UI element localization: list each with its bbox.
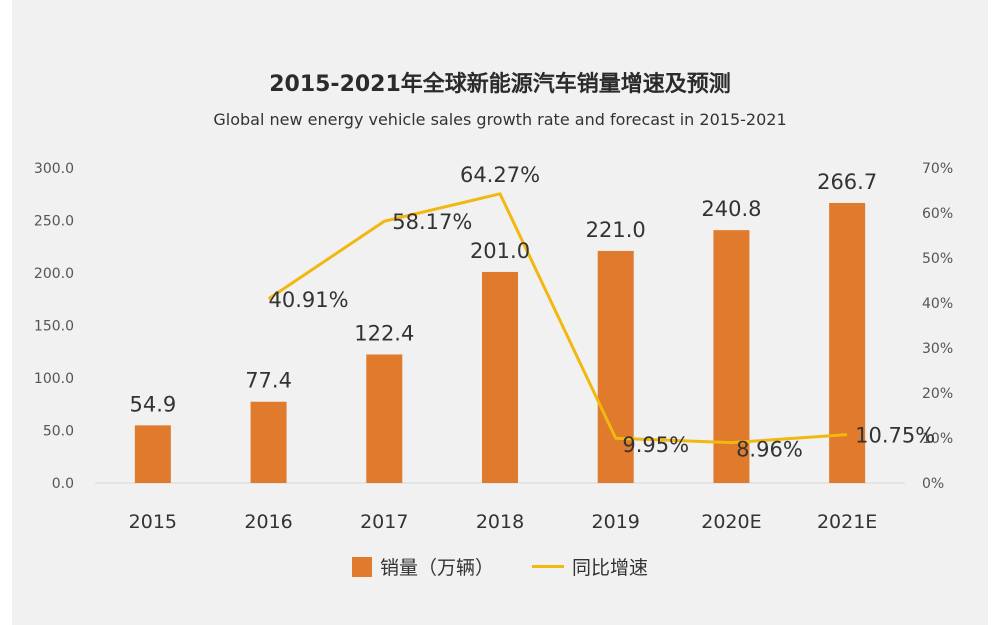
y-left-tick-label: 200.0 <box>34 266 74 282</box>
chart-legend: 销量（万辆） 同比增速 <box>0 553 1000 580</box>
y-left-tick-label: 0.0 <box>52 476 74 492</box>
legend-label-growth: 同比增速 <box>572 557 649 579</box>
x-tick-label: 2017 <box>360 511 408 533</box>
legend-swatch-bar <box>351 556 372 577</box>
legend-item-growth: 同比增速 <box>532 553 648 580</box>
legend-item-sales: 销量（万辆） <box>351 553 494 580</box>
y-left-tick-label: 300.0 <box>34 161 74 177</box>
x-tick-label: 2021E <box>817 511 877 533</box>
bar-2015 <box>134 425 171 483</box>
y-right-tick-label: 40% <box>922 296 953 312</box>
y-right-tick-label: 60% <box>922 206 953 222</box>
y-left-tick-label: 50.0 <box>43 424 74 440</box>
bar-2017 <box>366 354 403 483</box>
bar-2018 <box>482 271 518 483</box>
bar-value-label: 240.8 <box>701 197 761 221</box>
page-margin-left <box>0 0 12 625</box>
bar-value-label: 221.0 <box>586 218 646 242</box>
chart-subtitle: Global new energy vehicle sales growth r… <box>213 110 787 129</box>
y-left-tick-label: 150.0 <box>34 319 74 335</box>
bar-value-label: 201.0 <box>470 239 530 263</box>
line-value-label: 9.95% <box>622 433 689 457</box>
chart-title: 2015-2021年全球新能源汽车销量增速及预测 <box>269 72 731 97</box>
y-right-tick-label: 20% <box>922 386 953 402</box>
y-right-tick-label: 50% <box>922 251 953 267</box>
bar-value-label: 54.9 <box>129 392 176 416</box>
growth-line <box>267 192 848 445</box>
bar-2019 <box>597 250 634 483</box>
bar-value-label: 77.4 <box>245 369 292 393</box>
x-tick-label: 2015 <box>129 511 177 533</box>
line-value-label: 58.17% <box>392 210 472 234</box>
line-value-label: 40.91% <box>269 288 349 312</box>
x-tick-label: 2016 <box>244 511 292 533</box>
y-left-tick-label: 250.0 <box>34 214 74 230</box>
bar-value-label: 266.7 <box>817 170 877 194</box>
y-right-tick-label: 10% <box>922 431 953 447</box>
x-tick-label: 2018 <box>476 511 524 533</box>
line-value-label: 8.96% <box>736 438 803 462</box>
line-value-label: 10.75% <box>855 424 935 448</box>
legend-label-sales: 销量（万辆） <box>379 557 494 579</box>
page-margin-right <box>988 0 1000 625</box>
y-right-tick-label: 30% <box>922 341 953 357</box>
bar-2016 <box>250 401 287 483</box>
y-right-tick-label: 70% <box>922 161 953 177</box>
legend-swatch-line <box>532 565 564 568</box>
y-left-tick-label: 100.0 <box>34 371 74 387</box>
line-value-label: 64.27% <box>460 163 540 187</box>
x-tick-label: 2019 <box>592 511 640 533</box>
x-tick-label: 2020E <box>701 511 761 533</box>
bar-value-label: 122.4 <box>354 321 414 345</box>
y-right-tick-label: 0% <box>922 476 944 492</box>
